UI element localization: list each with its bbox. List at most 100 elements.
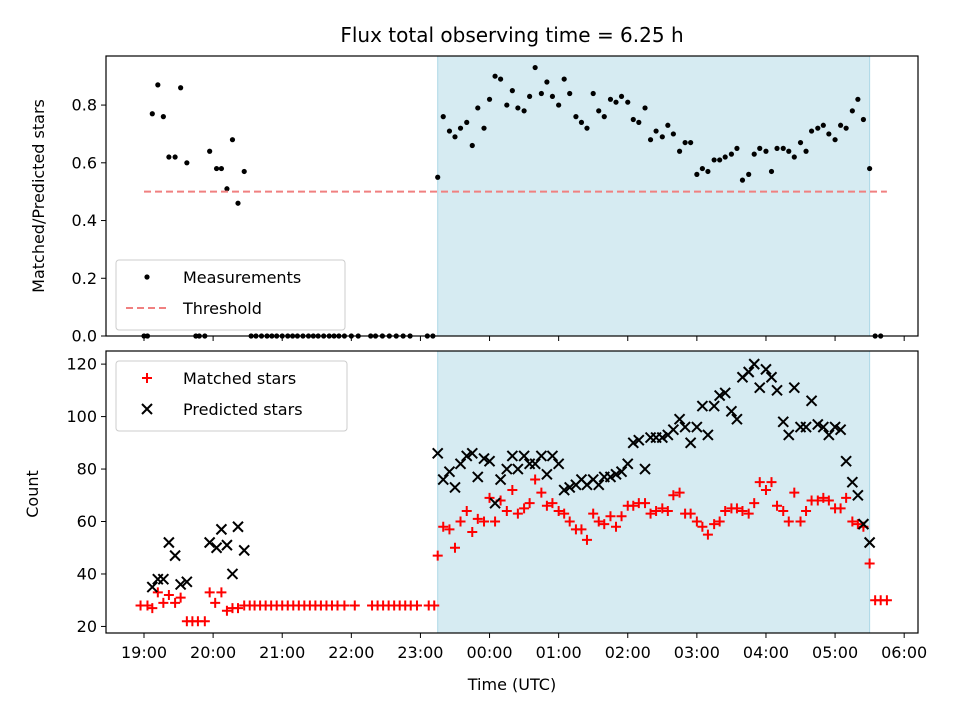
matched-star-point <box>541 500 552 511</box>
matched-star-point <box>835 503 846 514</box>
predicted-star-point <box>760 363 772 376</box>
measurement-point <box>521 108 527 114</box>
matched-star-point <box>841 492 852 503</box>
predicted-star-point <box>563 481 576 494</box>
measurement-point <box>746 171 752 177</box>
matched-star-point <box>772 500 783 511</box>
predicted-star-point <box>437 473 449 486</box>
predicted-star-point <box>639 463 651 475</box>
predicted-star-point <box>461 450 473 462</box>
x-tick-label: 22:00 <box>328 643 374 662</box>
matched-star-point <box>754 477 765 488</box>
measurement-point <box>464 119 470 125</box>
predicted-star-point <box>226 568 239 580</box>
predicted-star-point <box>529 458 541 470</box>
measurement-point <box>452 134 458 140</box>
matched-star-point <box>432 550 443 561</box>
matched-star-point <box>484 492 495 503</box>
predicted-star-point <box>215 523 228 536</box>
predicted-star-point <box>857 518 870 530</box>
predicted-star-point <box>432 447 444 460</box>
matched-star-point <box>628 500 639 511</box>
predicted-star-point <box>633 434 645 446</box>
predicted-star-point <box>748 358 760 370</box>
matched-star-point <box>199 616 210 627</box>
top-panel: 0.0 0.2 0.4 0.6 0.8 Measurements Threshold <box>72 55 919 346</box>
measurement-point <box>670 131 676 137</box>
measurement-point <box>653 128 659 134</box>
measurement-point <box>435 174 441 180</box>
measurement-point <box>832 137 838 143</box>
measurement-point <box>578 119 585 125</box>
measurement-point <box>224 186 230 192</box>
measurement-point <box>235 200 241 206</box>
predicted-star-point <box>829 421 841 433</box>
predicted-star-point <box>593 479 605 491</box>
measurement-point <box>636 119 642 125</box>
measurement-point <box>504 102 510 108</box>
matched-star-point <box>438 521 449 532</box>
x-tick-label: 02:00 <box>605 643 651 662</box>
matched-star-point <box>657 503 668 514</box>
x-tick-label: 00:00 <box>466 643 512 662</box>
predicted-star-point <box>840 455 852 467</box>
measurement-point <box>797 139 804 146</box>
matched-star-point <box>702 529 713 540</box>
measurement-point <box>757 145 763 151</box>
matched-star-point <box>576 524 587 535</box>
predicted-star-point <box>863 536 876 549</box>
measurement-point <box>867 165 873 172</box>
measurement-point <box>711 157 717 163</box>
predicted-star-point <box>667 423 680 436</box>
matched-star-point <box>547 498 558 509</box>
predicted-star-point <box>696 400 709 412</box>
measurement-point <box>849 108 855 114</box>
measurement-point <box>642 105 648 111</box>
bottom-series-matched-stars <box>135 474 892 627</box>
measurement-point <box>728 151 735 157</box>
predicted-star-point <box>472 471 484 483</box>
measurement-point <box>803 148 809 154</box>
measurement-point <box>601 114 607 120</box>
x-tick-label: 05:00 <box>812 643 858 662</box>
measurement-point <box>509 88 515 94</box>
matched-star-point <box>812 495 823 506</box>
measurement-point <box>763 148 769 154</box>
matched-star-point <box>847 516 858 527</box>
predicted-star-point <box>494 473 507 486</box>
measurement-point <box>213 165 220 172</box>
matched-star-point <box>232 603 243 614</box>
predicted-star-point <box>518 450 530 462</box>
measurement-point <box>527 93 533 100</box>
matched-star-point <box>731 503 742 514</box>
measurement-point <box>155 82 161 88</box>
predicted-star-point <box>834 423 847 436</box>
predicted-star-point <box>846 476 859 488</box>
measurement-point <box>469 142 475 149</box>
matched-star-point <box>175 592 186 603</box>
predicted-star-point <box>627 437 639 449</box>
measurement-point <box>486 96 493 102</box>
x-tick-label: 20:00 <box>190 643 236 662</box>
measurement-point <box>567 90 573 97</box>
matched-star-point <box>599 519 610 530</box>
measurement-point <box>549 93 556 100</box>
matched-star-point <box>737 506 748 517</box>
measurement-point <box>647 137 654 143</box>
predicted-star-point <box>489 497 501 509</box>
bottom-y-axis-label: Count <box>23 470 42 518</box>
measurement-point <box>838 122 844 128</box>
bottom-y-tick-label: 40 <box>77 564 97 583</box>
matched-star-point <box>519 503 530 514</box>
measurement-point <box>160 114 166 120</box>
x-tick-label: 04:00 <box>743 643 789 662</box>
predicted-star-point <box>622 458 634 470</box>
measurement-point <box>481 125 487 131</box>
matched-star-point <box>795 516 806 527</box>
measurement-point <box>815 125 821 131</box>
bottom-y-tick-label: 120 <box>66 355 97 374</box>
predicted-star-point <box>742 366 755 378</box>
measurement-point <box>676 148 683 154</box>
figure-title: Flux total observing time = 6.25 h <box>340 23 683 47</box>
measurement-point <box>630 116 636 123</box>
